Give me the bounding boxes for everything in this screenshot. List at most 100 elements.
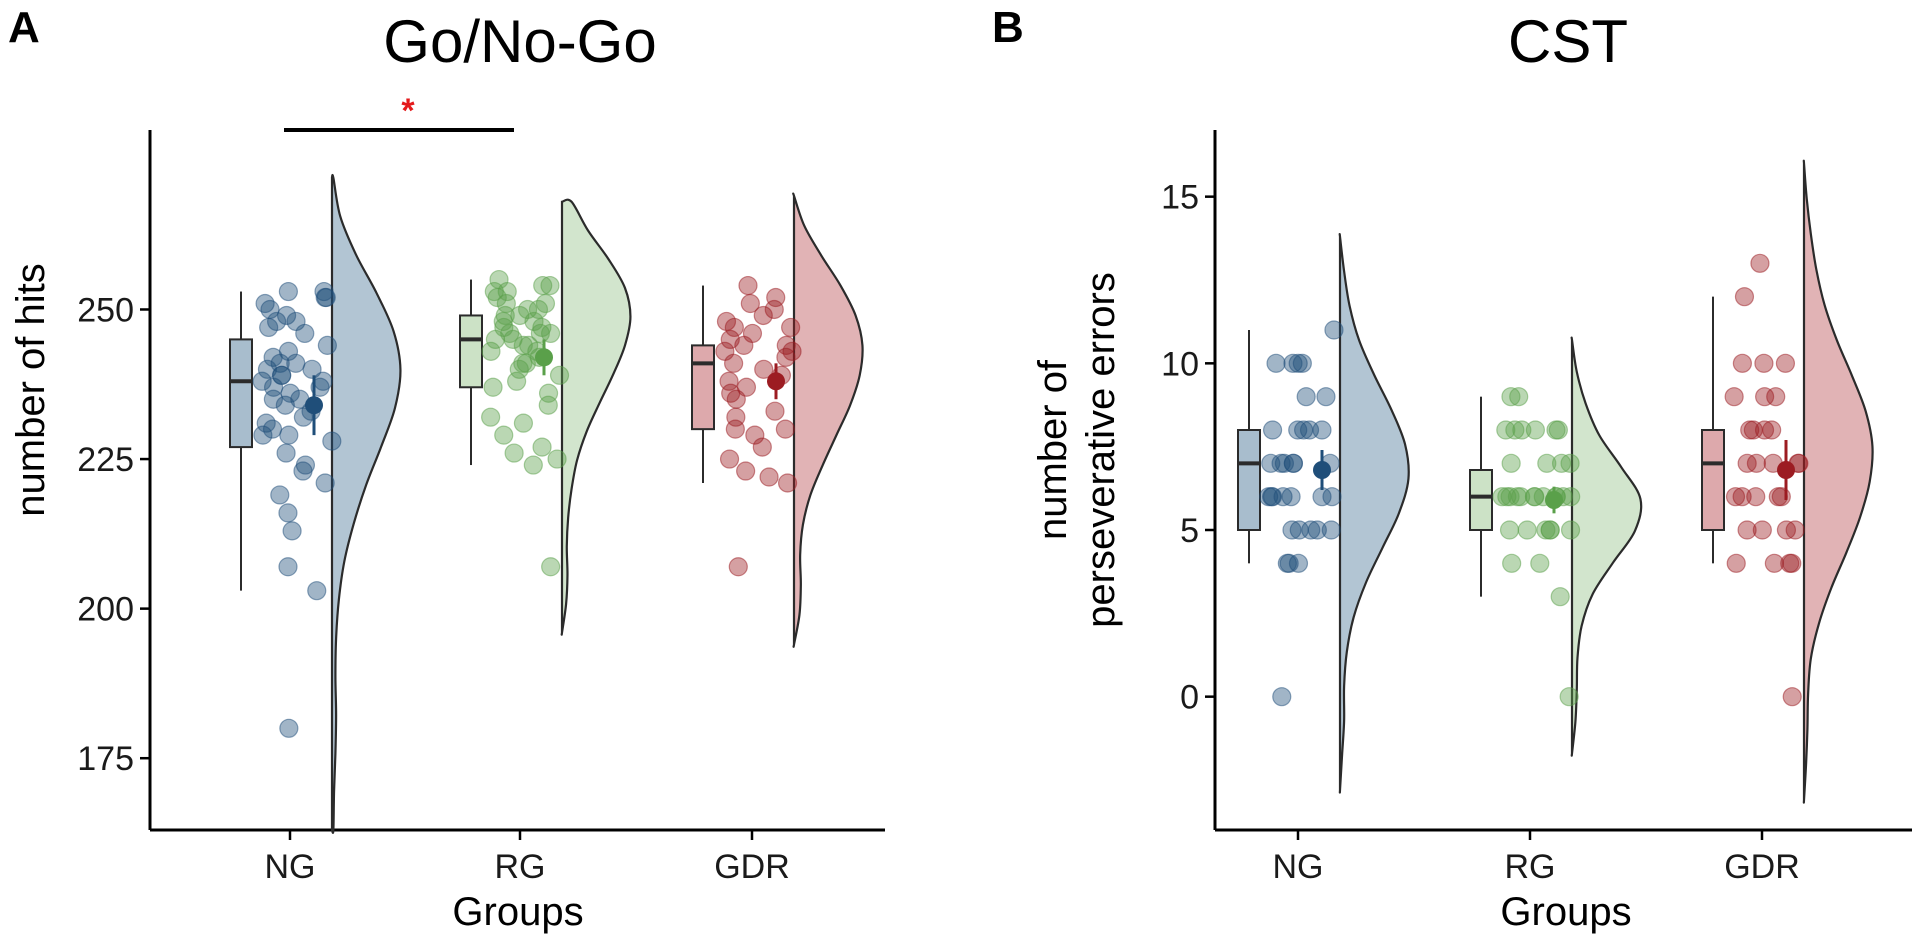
x-tick-label: RG [1505, 848, 1556, 886]
data-point [734, 335, 754, 355]
data-point [759, 467, 779, 487]
data-point [530, 323, 550, 344]
data-point [533, 275, 553, 296]
data-point [276, 305, 297, 326]
data-point [1509, 387, 1529, 407]
data-point [1732, 487, 1752, 507]
data-point [259, 317, 279, 338]
density-ng [330, 173, 402, 834]
box-iqr [229, 338, 253, 449]
data-point [280, 383, 300, 403]
data-point [540, 275, 560, 296]
panel-b-plot: 0 5 10 15 NG RG GDR [1161, 130, 1912, 886]
data-point [483, 377, 503, 397]
data-point [538, 395, 558, 415]
data-point [1561, 487, 1581, 507]
data-point [1273, 487, 1293, 507]
mean-point [1777, 461, 1795, 479]
data-point [547, 449, 567, 469]
data-point [253, 425, 273, 445]
box-iqr [1469, 469, 1493, 531]
data-point [1272, 687, 1292, 707]
data-point [1724, 387, 1744, 407]
data-point [278, 281, 298, 302]
data-point [1324, 320, 1344, 340]
data-point [775, 419, 795, 439]
data-point [765, 401, 785, 421]
data-point [1292, 353, 1312, 373]
data-point [315, 473, 335, 493]
data-point [257, 359, 278, 379]
data-point [278, 503, 298, 523]
panel-a-y-axis-title: number of hits [9, 263, 53, 516]
data-point [523, 455, 543, 475]
data-point [1754, 420, 1775, 440]
data-point [1322, 487, 1342, 507]
data-point [1262, 487, 1283, 507]
data-point [1501, 387, 1521, 407]
data-point [1288, 553, 1309, 573]
data-point [541, 557, 561, 577]
data-point [493, 311, 513, 332]
data-point [270, 485, 290, 505]
data-point [1737, 520, 1757, 540]
data-point [725, 419, 745, 439]
data-point [1288, 420, 1308, 440]
data-point [736, 461, 756, 481]
data-point [1750, 253, 1770, 273]
panel-a-plot: 175 200 225 250 NG RG GDR [77, 128, 885, 886]
data-point [781, 317, 801, 338]
y-tick-label: 10 [1161, 345, 1199, 383]
data-point [724, 353, 744, 373]
data-point [1525, 420, 1545, 440]
mean-point [1545, 491, 1563, 509]
y-tick-label: 15 [1161, 179, 1199, 217]
density-ng [1338, 233, 1410, 794]
data-point [276, 443, 296, 463]
data-point [1517, 520, 1537, 540]
data-point [721, 383, 741, 403]
data-point [1560, 520, 1581, 540]
data-point [279, 718, 299, 738]
y-tick-label: 5 [1180, 512, 1199, 550]
data-point [509, 359, 529, 379]
data-point [1725, 487, 1746, 507]
y-tick-label: 200 [77, 591, 134, 629]
data-point [322, 431, 342, 451]
data-point [513, 353, 533, 373]
data-point [719, 449, 740, 469]
panel-a-x-axis-title: Groups [452, 890, 583, 934]
data-point [540, 323, 561, 344]
data-point [278, 557, 298, 577]
data-point [1505, 420, 1525, 440]
data-point [1746, 487, 1766, 507]
data-point [302, 359, 322, 379]
significance-star: * [401, 92, 415, 130]
data-point [719, 371, 739, 391]
data-point [1537, 453, 1557, 473]
data-point [1530, 553, 1550, 573]
mean-point [767, 372, 785, 391]
y-tick-label: 250 [77, 291, 134, 329]
mean-point [535, 348, 553, 367]
panel-b-y-axis-title-line2: perseverative errors [1079, 272, 1123, 628]
data-point [317, 335, 337, 355]
data-point [1559, 687, 1579, 707]
data-point [1726, 553, 1746, 573]
data-point [1746, 453, 1767, 473]
data-point [724, 317, 744, 338]
panel-b-y-axis-title-line1: number of [1031, 359, 1075, 540]
data-point [1740, 420, 1760, 440]
group-ng [229, 173, 402, 834]
data-point [1548, 420, 1568, 440]
data-point [752, 437, 772, 457]
data-point [1501, 453, 1521, 473]
data-point [1262, 420, 1283, 440]
data-point [1274, 453, 1295, 473]
data-point [1288, 353, 1308, 373]
data-point [740, 293, 760, 314]
data-point [754, 359, 774, 379]
data-point [263, 389, 283, 409]
data-point [1507, 487, 1528, 507]
